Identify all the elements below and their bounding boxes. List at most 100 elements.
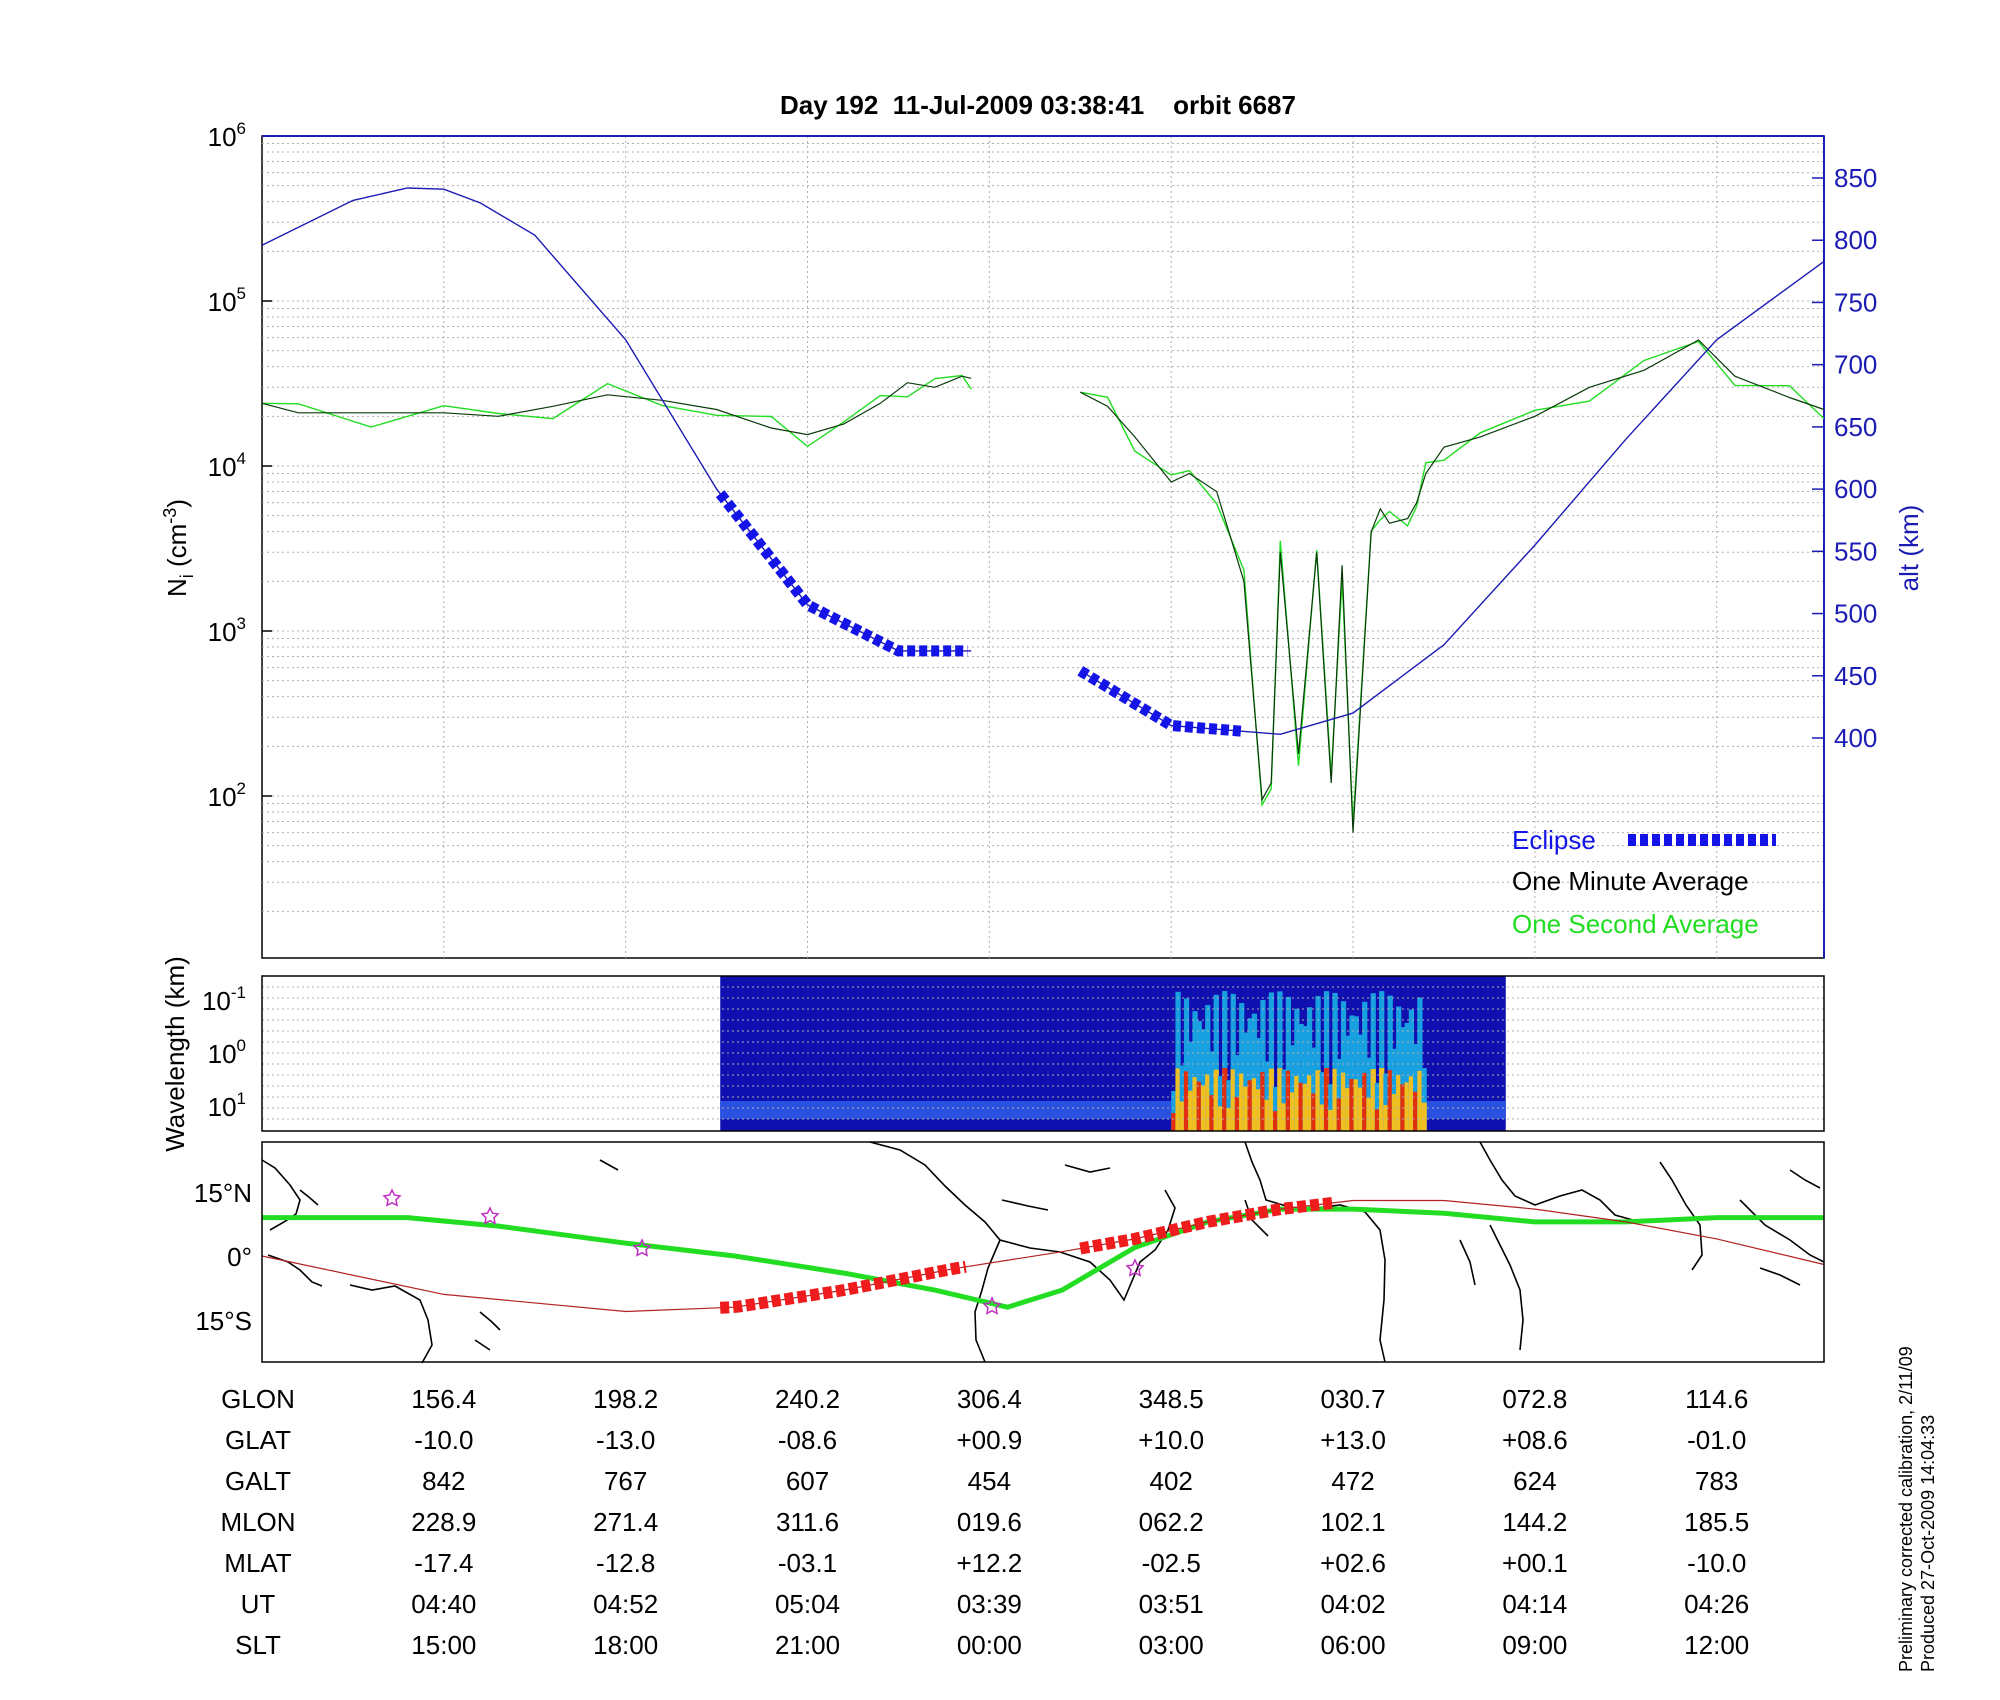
spectrogram-cell [1319,1104,1325,1131]
footer-note-line2: Produced 27-Oct-2009 14:04:33 [1918,1415,1938,1672]
spectrogram-cell [1188,1090,1194,1131]
table-cell: 306.4 [957,1384,1022,1414]
table-cell: 472 [1331,1466,1374,1496]
spectrogram-cell [1396,1006,1402,1131]
table-cell: 767 [604,1466,647,1496]
spectrogram-cell [1362,1072,1368,1131]
spectrogram-cell [1336,1098,1342,1131]
table-cell: 04:40 [411,1589,476,1619]
table-cell: 348.5 [1139,1384,1204,1414]
spectrogram-cell [1306,1007,1313,1131]
spectrogram-cell [1413,1043,1419,1131]
spectrogram-cell [1328,1084,1334,1131]
panel2-frame [261,975,1825,1132]
table-cell: 04:26 [1684,1589,1749,1619]
one-second-average-line [1080,340,1825,825]
spectrogram-cell [1383,1073,1389,1131]
table-row-label: MLAT [224,1548,292,1578]
spectrogram-cell [1192,1077,1198,1131]
spectrogram-cell [1188,1041,1194,1131]
track-eclipse-marker [1079,1196,1336,1255]
spectrogram-cell [1353,1016,1359,1131]
spectrogram-tick-label: 101 [208,1089,246,1122]
spectrogram-cell [1332,992,1338,1131]
spectrogram-cell [1273,1111,1279,1131]
spectrogram-cell [1311,1047,1317,1131]
table-cell: 072.8 [1502,1384,1567,1414]
spectrogram-cell [1175,991,1181,1131]
spectrogram-cell [1192,1011,1198,1131]
spectrogram-cell [1311,1093,1317,1131]
spectrogram-cell [1396,1074,1402,1131]
spectrogram-cell [1417,1070,1423,1131]
spectrogram-cell [1179,1065,1185,1131]
panel2-grid [262,986,1824,1120]
table-cell: 03:39 [957,1589,1022,1619]
right-tick-label: 800 [1834,225,1877,255]
spectrogram-cell [1213,1069,1219,1131]
spectrogram-cell [1230,1069,1236,1131]
right-tick-label: 750 [1834,287,1877,317]
spectrogram-cell [1289,1045,1296,1131]
table-row-label: GLON [221,1384,295,1414]
spectrogram-cell [1328,1109,1334,1131]
spectrogram-cell [1340,1072,1347,1131]
table-cell: 185.5 [1684,1507,1749,1537]
spectrogram-cell [1260,1072,1266,1131]
spectrogram-cell [1196,1081,1202,1131]
spectrogram-cell [1391,1048,1398,1131]
left-tick-label: 105 [208,284,246,317]
table-cell: 04:02 [1320,1589,1385,1619]
table-cell: 454 [968,1466,1011,1496]
spectrogram-cell [1417,997,1423,1131]
table-cell: 04:14 [1502,1589,1567,1619]
spectrogram-cell [1222,991,1228,1131]
panel1-series [261,187,1825,833]
table-cell: 04:52 [593,1589,658,1619]
table-cell: 783 [1695,1466,1738,1496]
spectrogram-cell [1336,1058,1342,1131]
spectrogram-cell [1171,1091,1177,1131]
right-tick-label: 850 [1834,163,1877,193]
table-cell: 607 [786,1466,829,1496]
table-cell: 624 [1513,1466,1556,1496]
spectrogram-cell [1421,1102,1427,1131]
table-cell: +00.9 [956,1425,1022,1455]
y-axis-label-density: Ni (cm-3) [160,499,197,597]
spectrogram-cell [1256,1038,1262,1131]
spectrogram-cell [1374,1109,1381,1131]
eclipse-marker [1077,666,1245,737]
track-eclipse-marker [719,1260,967,1314]
panel1-right-axis: 400 450 500 550 600 650 700 750 800 850 [262,135,1877,958]
spectrogram-cell [1209,1051,1215,1131]
spectrogram-cell [1264,1099,1270,1131]
table-cell: 156.4 [411,1384,476,1414]
coastlines [261,1141,1825,1364]
spectrogram-cell [1243,1086,1249,1131]
orbit-data-table: GLON GLAT GALT MLON MLAT UT SLT 156.4 -10.0 842 22… [220,1384,1749,1660]
table-cell: -17.4 [414,1548,473,1578]
spectrogram-cell [1234,1096,1241,1131]
spectrogram-cell [1256,1089,1262,1131]
table-row-label: UT [241,1589,276,1619]
right-tick-label: 700 [1834,350,1877,380]
spectrogram-cell [1404,1082,1410,1131]
spectrogram-cell [1379,1068,1385,1131]
spectrogram-cell [1306,1075,1313,1131]
table-cell: -13.0 [596,1425,655,1455]
spectrogram-cell [1268,992,1275,1131]
spectrogram-cell [1294,1075,1300,1131]
spectrogram-cell [1357,1087,1364,1131]
left-tick-label: 103 [208,614,246,647]
spectrogram-panel: 10-1 100 101 Wavelength (km) [160,956,1825,1152]
spectrogram-cell [1281,1103,1287,1131]
table-cell: 228.9 [411,1507,476,1537]
spectrogram-cell [1387,995,1393,1131]
spectrogram-cell [1383,1105,1389,1131]
table-cell: +13.0 [1320,1425,1386,1455]
spectrogram-cell [1387,1070,1393,1131]
left-tick-label: 106 [208,119,246,152]
spectrogram-cell [1391,1094,1398,1131]
table-cell: -01.0 [1687,1425,1746,1455]
spectrogram-cell [1222,1068,1228,1131]
